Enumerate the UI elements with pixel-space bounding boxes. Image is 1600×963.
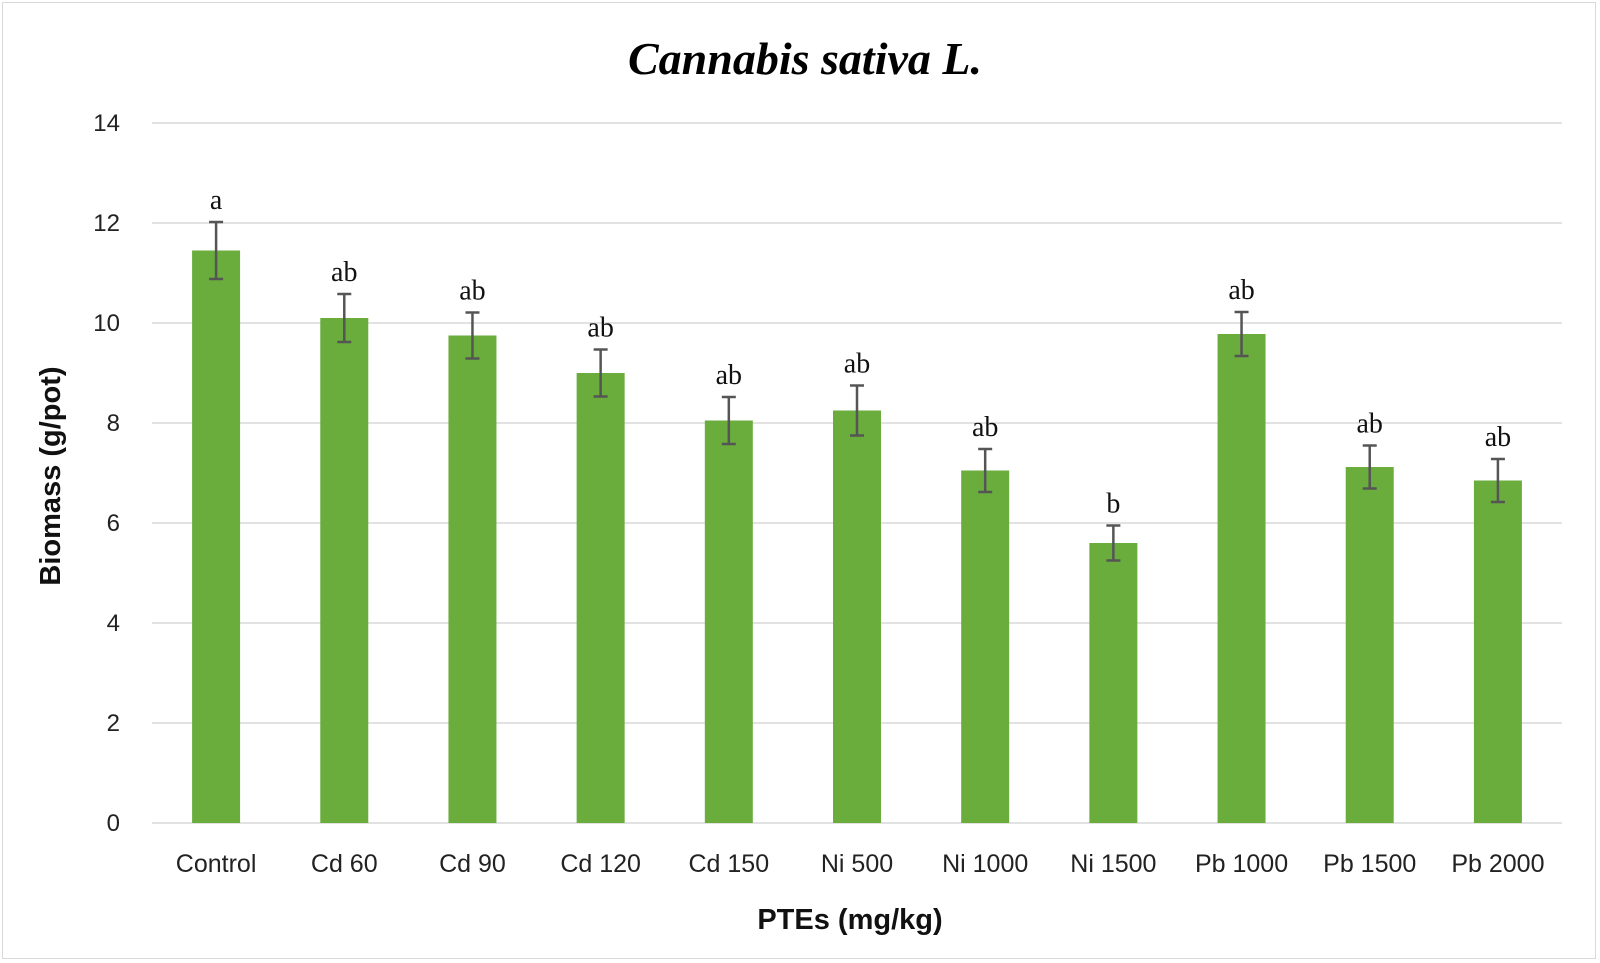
error-bar bbox=[209, 220, 224, 281]
x-axis-label: PTEs (mg/kg) bbox=[757, 904, 942, 936]
x-tick-label: Pb 1500 bbox=[1323, 850, 1416, 878]
significance-letter: ab bbox=[331, 257, 357, 288]
y-tick-label: 12 bbox=[93, 210, 120, 237]
y-tick-label: 0 bbox=[107, 810, 120, 837]
error-bar bbox=[337, 292, 352, 344]
bar bbox=[1345, 467, 1394, 823]
significance-letter: ab bbox=[459, 276, 485, 307]
error-bar bbox=[1234, 310, 1249, 358]
significance-letter: ab bbox=[1357, 409, 1383, 440]
significance-letter: b bbox=[1106, 489, 1120, 520]
x-tick-label: Ni 1000 bbox=[942, 850, 1028, 878]
bar bbox=[1473, 480, 1522, 823]
bar bbox=[833, 410, 881, 823]
y-tick-label: 2 bbox=[107, 710, 120, 737]
error-bar bbox=[1362, 444, 1377, 490]
bar bbox=[320, 318, 369, 823]
significance-letter: ab bbox=[716, 360, 742, 391]
x-axis-ticks: Control Cd 60 Cd 90 Cd 120 Cd 150 Ni 500 Ni 10… bbox=[176, 850, 1545, 878]
bar bbox=[704, 420, 753, 823]
bars bbox=[192, 250, 1522, 823]
x-tick-label: Ni 1500 bbox=[1070, 850, 1156, 878]
y-tick-label: 6 bbox=[107, 510, 120, 537]
y-tick-label: 10 bbox=[93, 310, 120, 337]
significance-letter: ab bbox=[844, 349, 870, 380]
error-bar bbox=[465, 311, 480, 360]
significance-letter: ab bbox=[1485, 422, 1511, 453]
significance-letter: ab bbox=[587, 313, 613, 344]
x-tick-label: Pb 2000 bbox=[1451, 850, 1544, 878]
y-tick-label: 14 bbox=[93, 110, 120, 137]
significance-letter: ab bbox=[972, 412, 998, 443]
y-tick-label: 8 bbox=[107, 410, 120, 437]
x-tick-label: Ni 500 bbox=[821, 850, 893, 878]
bar bbox=[1217, 334, 1266, 823]
y-tick-label: 4 bbox=[107, 610, 120, 637]
error-bar bbox=[850, 384, 864, 437]
x-tick-label: Cd 60 bbox=[311, 850, 378, 878]
x-tick-label: Cd 90 bbox=[439, 850, 506, 878]
error-bar bbox=[721, 395, 736, 446]
bar bbox=[576, 373, 625, 823]
bar bbox=[1089, 543, 1138, 823]
x-tick-label: Pb 1000 bbox=[1195, 850, 1288, 878]
error-bar bbox=[593, 348, 608, 398]
error-bar bbox=[978, 447, 993, 494]
bar bbox=[961, 470, 1010, 823]
x-tick-label: Cd 150 bbox=[689, 850, 770, 878]
x-tick-label: Control bbox=[176, 850, 257, 878]
bar bbox=[448, 335, 497, 823]
chart-title: Cannabis sativa L. bbox=[628, 33, 982, 84]
significance-letter: ab bbox=[1228, 275, 1254, 306]
significance-letters: a ab ab ab ab ab ab b ab ab ab bbox=[210, 185, 1511, 520]
y-axis-ticks: 0 2 4 6 8 10 12 14 bbox=[93, 110, 120, 837]
error-bar bbox=[1490, 457, 1505, 504]
y-axis-label: Biomass (g/pot) bbox=[35, 366, 67, 585]
x-tick-label: Cd 120 bbox=[560, 850, 641, 878]
error-bars bbox=[209, 220, 1505, 562]
bar bbox=[192, 250, 241, 823]
error-bar bbox=[1106, 524, 1121, 562]
significance-letter: a bbox=[210, 185, 223, 216]
